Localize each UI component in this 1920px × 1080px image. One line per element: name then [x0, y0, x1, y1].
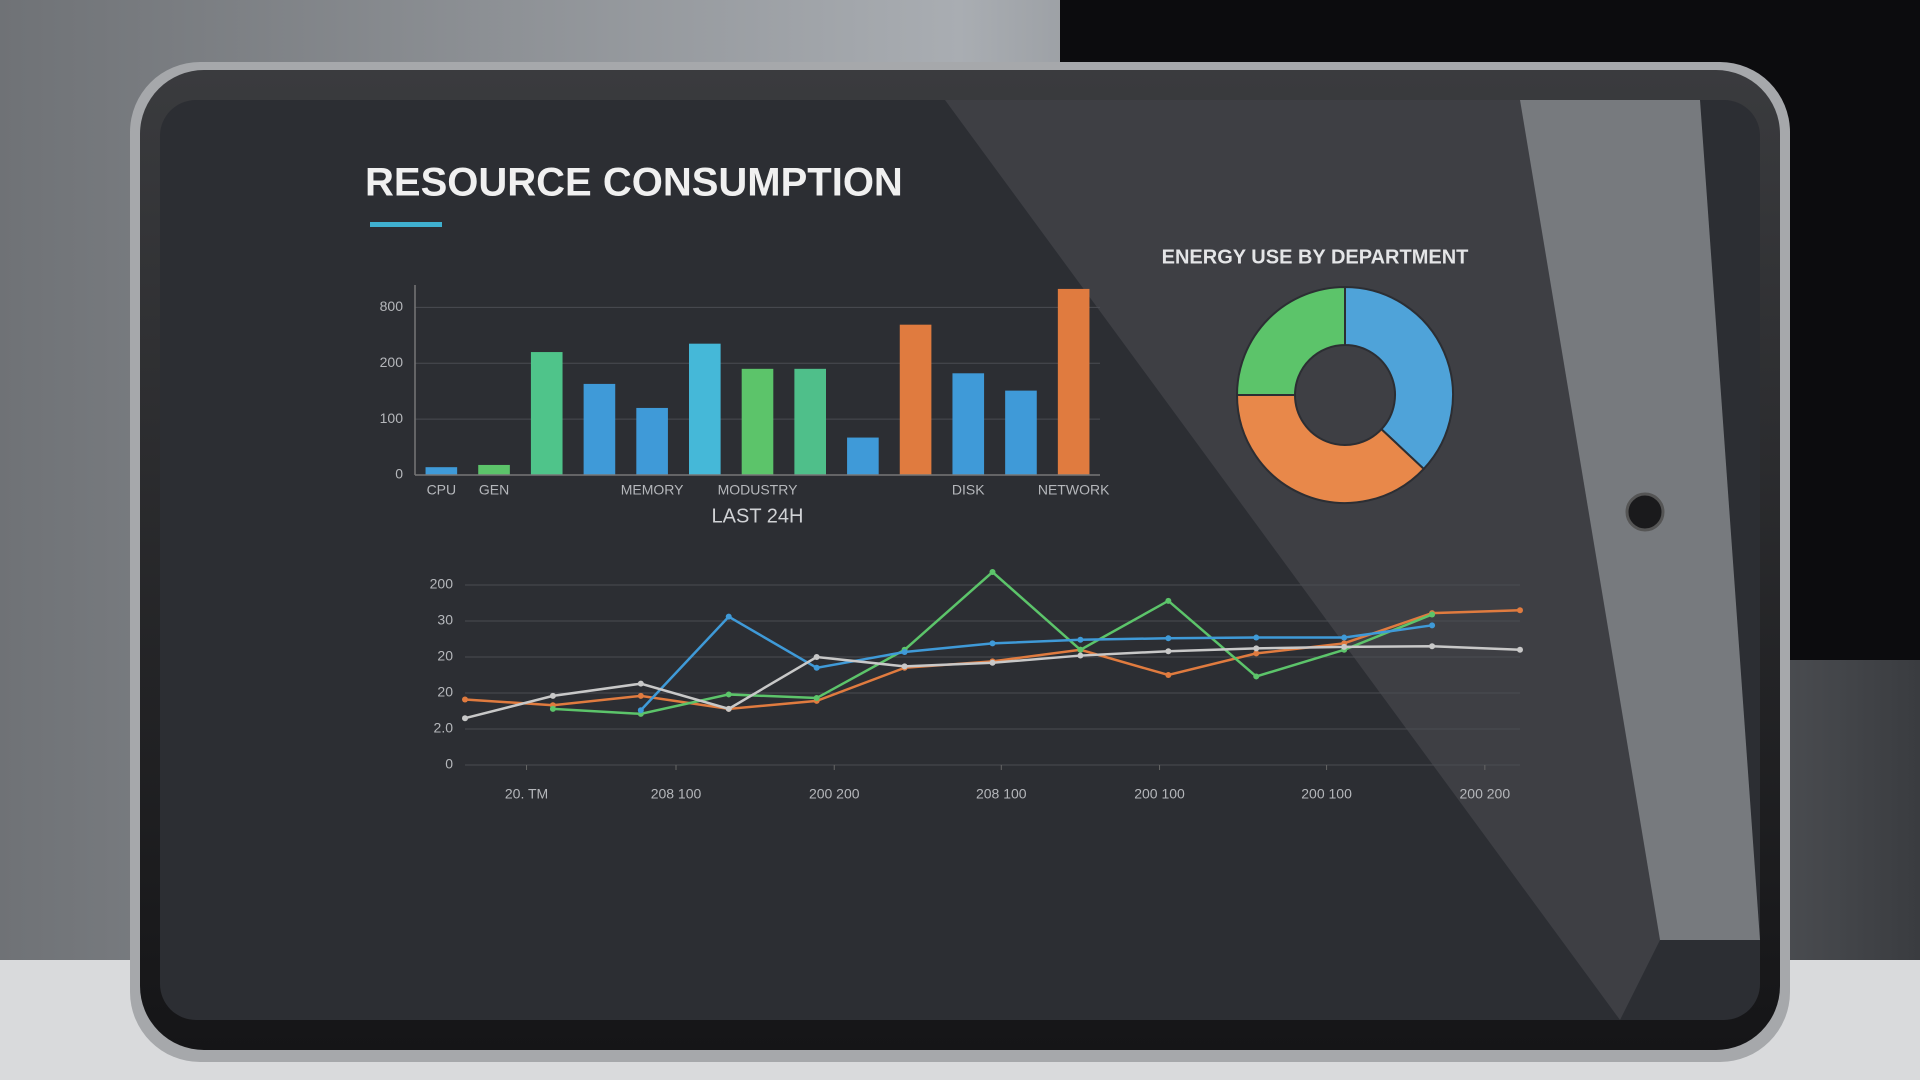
bar [689, 343, 721, 475]
line-point [1077, 652, 1084, 659]
bar [1057, 288, 1090, 475]
line-point [813, 695, 820, 702]
y-tick-label: 200 [430, 576, 454, 592]
line-point [462, 715, 468, 722]
x-tick-label: NETWORK [1038, 482, 1110, 498]
bar [952, 373, 985, 475]
line-point [1077, 636, 1084, 643]
x-tick-label: 200 100 [1301, 786, 1352, 802]
y-tick-label: 800 [380, 298, 404, 314]
y-tick-label: 200 [380, 354, 404, 370]
line-point [637, 680, 644, 687]
bar [741, 368, 774, 475]
screen-glare [945, 100, 1660, 1020]
line-point [725, 613, 732, 620]
line-point [901, 663, 908, 670]
line-point [462, 696, 468, 703]
bar [899, 324, 932, 475]
line-point [1341, 634, 1348, 641]
pie-slice [1235, 394, 1426, 504]
chart-title: ENERGY USE BY DEPARTMENT [1162, 246, 1469, 268]
line-point [637, 692, 644, 699]
line-point [1165, 672, 1172, 678]
line-point [813, 664, 820, 671]
page-title: RESOURCE CONSUMPTION [365, 161, 903, 205]
line-point [989, 569, 996, 576]
bar [636, 407, 668, 475]
title-underline [370, 222, 442, 227]
line-point [637, 707, 644, 714]
line-series [639, 615, 1433, 712]
camera [1625, 492, 1665, 532]
line-point [1341, 643, 1348, 650]
line-point [725, 705, 732, 712]
y-tick-label: 20 [437, 684, 453, 700]
x-tick-label: 20. TM [505, 786, 548, 802]
line-point [1253, 634, 1260, 641]
y-tick-label: 30 [437, 612, 453, 628]
line-point [1253, 673, 1260, 680]
x-tick-label: 200 200 [1460, 786, 1511, 802]
x-tick-label: 200 100 [1134, 786, 1185, 802]
line-point [1429, 643, 1436, 650]
x-tick-label: MODUSTRY [718, 482, 799, 498]
line-point [1165, 597, 1172, 604]
x-tick-label: CPU [427, 482, 457, 498]
x-axis-label: LAST 24H [712, 505, 804, 527]
y-tick-label: 2.0 [434, 720, 454, 736]
line-point [989, 659, 996, 666]
bar [478, 464, 510, 475]
line-point [725, 691, 732, 698]
pie-slice [1344, 285, 1454, 471]
line-point [901, 648, 908, 655]
y-tick-label: 20 [437, 648, 453, 664]
pie-slice [1235, 285, 1346, 396]
bar [1005, 390, 1037, 475]
bar [794, 368, 826, 475]
bar [847, 437, 879, 475]
line-point [1077, 646, 1084, 653]
line-point [1253, 645, 1260, 652]
x-tick-label: 208 100 [651, 786, 702, 802]
bar [425, 467, 458, 475]
line-point [1517, 646, 1523, 653]
x-tick-label: MEMORY [621, 482, 684, 498]
line-point [1165, 648, 1172, 655]
line-point [813, 654, 820, 660]
x-tick-label: GEN [479, 482, 509, 498]
line-point [549, 705, 556, 712]
line-point [1429, 611, 1436, 618]
line-point [1253, 650, 1260, 657]
line-point [1165, 635, 1172, 642]
x-tick-label: 208 100 [976, 786, 1027, 802]
bar [530, 352, 563, 475]
line-point [989, 640, 996, 647]
line-point [1517, 607, 1523, 614]
y-tick-label: 100 [380, 410, 404, 426]
y-tick-label: 0 [445, 756, 453, 772]
x-tick-label: 200 200 [809, 786, 860, 802]
y-tick-label: 0 [395, 466, 403, 482]
line-point [549, 692, 556, 699]
line-point [1429, 622, 1436, 629]
bar [583, 383, 616, 475]
x-tick-label: DISK [952, 482, 985, 498]
